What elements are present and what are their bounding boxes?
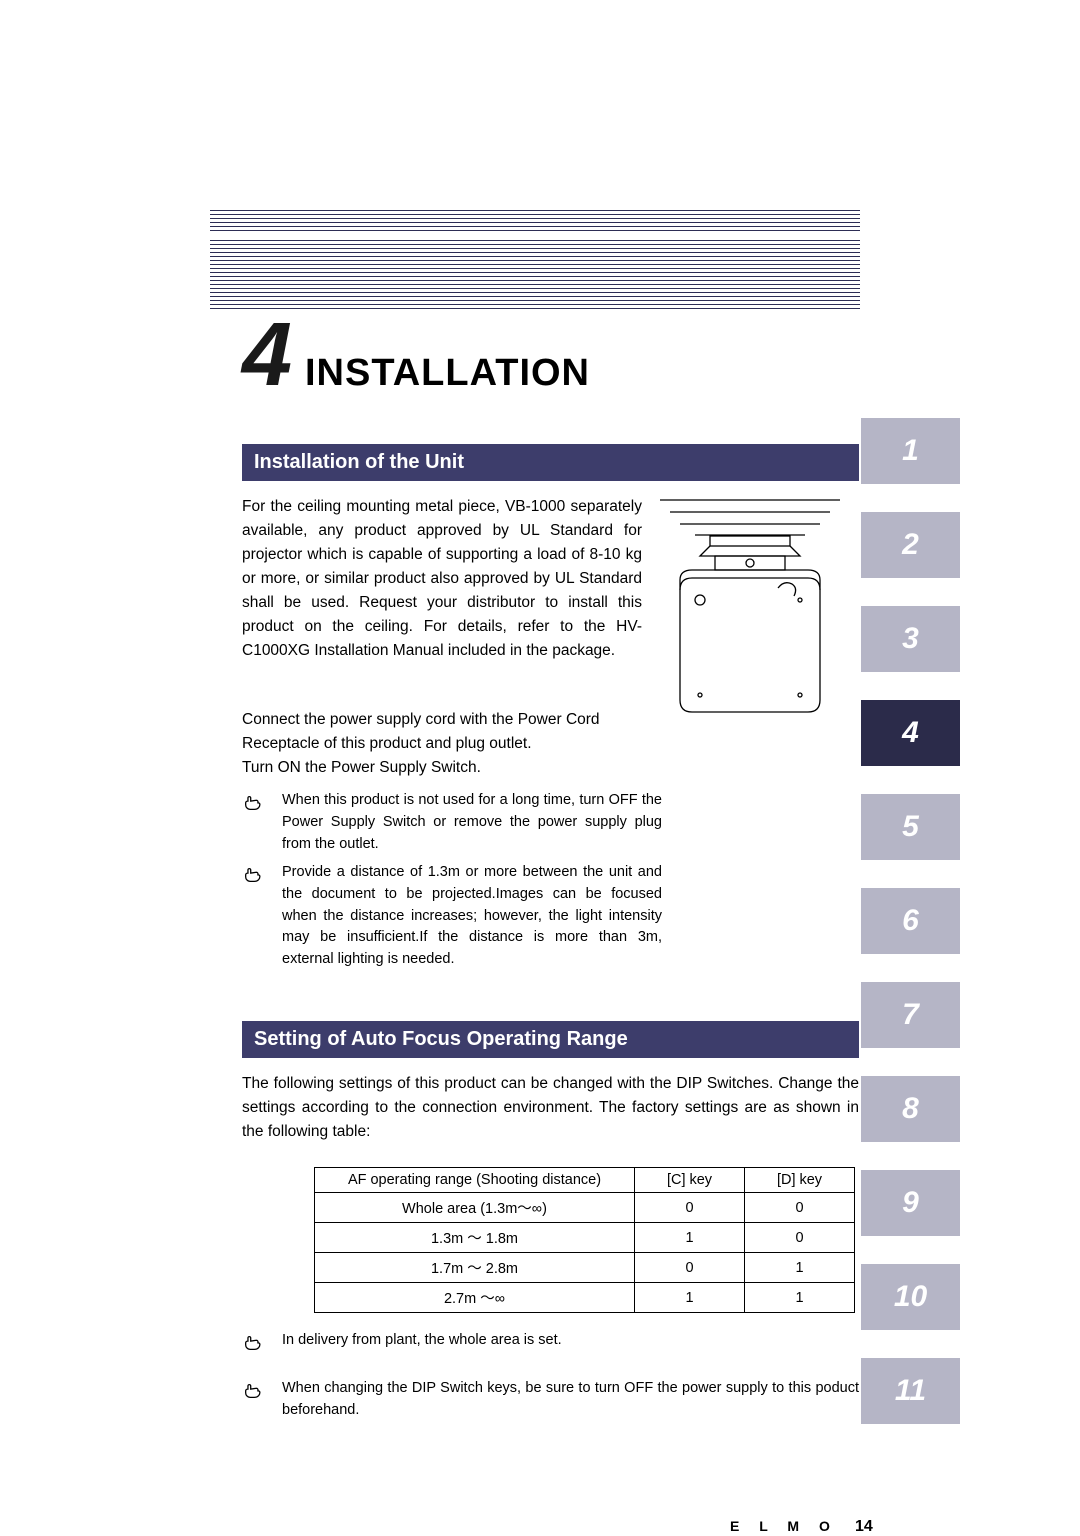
footer-logo: E L M O [730, 1518, 838, 1534]
hand-icon [242, 864, 268, 886]
chapter-tab[interactable]: 2 [861, 512, 960, 578]
note-text: In delivery from plant, the whole area i… [282, 1330, 562, 1352]
note-text: Provide a distance of 1.3m or more betwe… [282, 862, 662, 971]
table-header: [D] key [745, 1168, 855, 1193]
dip-switch-table: AF operating range (Shooting distance) [… [314, 1167, 855, 1313]
table-row: 1.7m ～ 2.8m 0 1 [315, 1253, 855, 1283]
body-paragraph: For the ceiling mounting metal piece, VB… [242, 495, 642, 663]
table-header: AF operating range (Shooting distance) [315, 1168, 635, 1193]
chapter-tab[interactable]: 11 [861, 1358, 960, 1424]
chapter-tab[interactable]: 7 [861, 982, 960, 1048]
note-row: Provide a distance of 1.3m or more betwe… [242, 862, 662, 971]
body-paragraph: The following settings of this product c… [242, 1072, 859, 1144]
hand-icon [242, 792, 268, 814]
note-row: When this product is not used for a long… [242, 790, 662, 855]
header-rules [210, 210, 860, 312]
table-row: 1.3m ～ 1.8m 1 0 [315, 1223, 855, 1253]
chapter-tab[interactable]: 1 [861, 418, 960, 484]
hand-icon [242, 1332, 268, 1354]
chapter-tab[interactable]: 9 [861, 1170, 960, 1236]
chapter-tab[interactable]: 3 [861, 606, 960, 672]
chapter-tabs: 1 2 3 4 5 6 7 8 9 10 11 [861, 418, 960, 1452]
note-text: When this product is not used for a long… [282, 790, 662, 855]
page-number: 14 [855, 1518, 873, 1536]
hand-icon [242, 1380, 268, 1402]
chapter-tab[interactable]: 10 [861, 1264, 960, 1330]
section-heading: Setting of Auto Focus Operating Range [242, 1021, 859, 1058]
section-heading: Installation of the Unit [242, 444, 859, 481]
chapter-tab[interactable]: 5 [861, 794, 960, 860]
note-row: When changing the DIP Switch keys, be su… [242, 1378, 859, 1422]
table-row: 2.7m ～∞ 1 1 [315, 1283, 855, 1313]
table-row: Whole area (1.3m～∞) 0 0 [315, 1193, 855, 1223]
body-paragraph: Connect the power supply cord with the P… [242, 708, 642, 780]
chapter-tab[interactable]: 8 [861, 1076, 960, 1142]
table-header: [C] key [635, 1168, 745, 1193]
note-row: In delivery from plant, the whole area i… [242, 1330, 859, 1354]
ceiling-mount-diagram [640, 490, 860, 720]
note-text: When changing the DIP Switch keys, be su… [282, 1378, 859, 1422]
chapter-tab[interactable]: 6 [861, 888, 960, 954]
chapter-number: 4 [242, 310, 292, 400]
chapter-tab-active[interactable]: 4 [861, 700, 960, 766]
chapter-title: INSTALLATION [305, 352, 590, 395]
